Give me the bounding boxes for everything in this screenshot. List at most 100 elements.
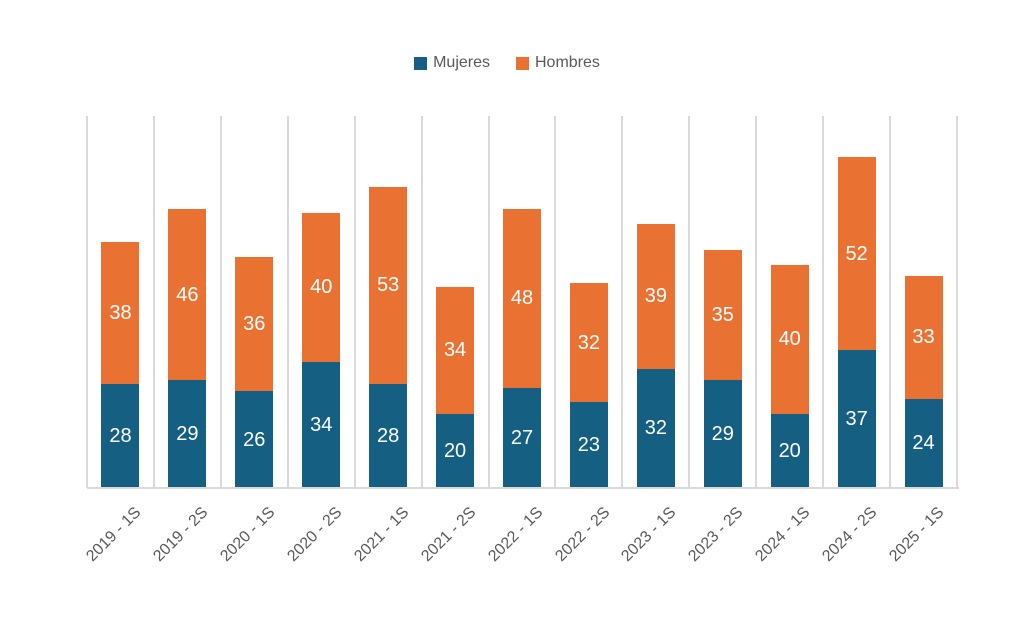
bar-segment-hombres: 52 [837, 156, 876, 351]
bar-segment-mujeres: 20 [436, 413, 475, 488]
bar-value-label: 20 [778, 439, 801, 462]
x-axis-label: 2022 - 1S [484, 504, 547, 566]
bar-segment-mujeres: 24 [904, 398, 943, 488]
bar-segment-hombres: 48 [503, 209, 541, 388]
legend-swatch-hombres [516, 56, 529, 70]
bar-segment-mujeres: 29 [703, 380, 742, 488]
x-axis-label: 2025 - 1S [886, 504, 948, 566]
bar-value-label: 36 [243, 313, 266, 336]
bar-value-label: 32 [644, 417, 667, 440]
bar-segment-mujeres: 28 [101, 383, 140, 488]
bar-stack-2023-2S: 29 35 [703, 249, 742, 488]
bar-segment-hombres: 33 [904, 275, 943, 399]
bar-value-label: 48 [510, 287, 534, 310]
bar-segment-hombres: 34 [436, 287, 475, 414]
bar-value-label: 35 [711, 304, 734, 327]
bar-value-label: 26 [243, 428, 266, 451]
bar-value-label: 53 [377, 274, 400, 297]
bar-segment-hombres: 53 [369, 186, 408, 384]
bar-segment-mujeres: 37 [837, 350, 876, 488]
gridline [956, 116, 958, 488]
plot-area: 28 38 29 46 26 36 34 40 28 53 20 34 27 48 23 32 32 39 29 35… [86, 116, 958, 488]
bar-value-label: 52 [845, 242, 868, 265]
x-axis-label: 2020 - 2S [284, 504, 346, 566]
bar-segment-mujeres: 27 [503, 387, 541, 488]
bar-segment-hombres: 40 [302, 212, 341, 362]
gridline [420, 116, 423, 488]
bar-segment-mujeres: 26 [235, 391, 274, 488]
bar-stack-2022-1S: 27 48 [503, 209, 541, 488]
x-axis-label: 2019 - 1S [83, 504, 145, 566]
bar-value-label: 27 [510, 426, 534, 449]
gridline [822, 116, 825, 488]
gridline [554, 116, 557, 488]
bar-stack-2024-1S: 20 40 [770, 264, 809, 488]
bar-value-label: 24 [912, 432, 935, 455]
bar-segment-mujeres: 32 [636, 368, 675, 488]
bar-stack-2019-2S: 29 46 [168, 209, 207, 488]
bar-segment-hombres: 40 [770, 264, 809, 414]
gridline [152, 116, 155, 488]
bar-value-label: 29 [176, 423, 199, 446]
bar-segment-hombres: 39 [636, 223, 675, 369]
bar-value-label: 29 [711, 423, 734, 446]
legend-label: Hombres [535, 54, 600, 71]
bar-value-label: 34 [443, 339, 467, 362]
x-axis-label: 2024 - 1S [752, 504, 814, 566]
x-axis-label: 2020 - 1S [217, 504, 279, 566]
x-axis-line [87, 487, 959, 489]
bar-value-label: 39 [644, 285, 667, 308]
bar-stack-2024-2S: 37 52 [837, 156, 876, 488]
bar-value-label: 20 [443, 439, 467, 462]
x-axis-label: 2024 - 2S [819, 504, 881, 566]
bar-segment-hombres: 32 [569, 283, 608, 403]
bar-segment-mujeres: 20 [770, 413, 809, 488]
bar-value-label: 28 [109, 424, 132, 447]
bar-stack-2022-2S: 23 32 [569, 283, 608, 488]
gridline [621, 116, 624, 488]
bar-stack-2021-2S: 20 34 [436, 287, 475, 488]
bar-stack-2023-1S: 32 39 [636, 223, 675, 488]
gridline [353, 116, 356, 488]
bar-stack-2020-2S: 34 40 [302, 212, 341, 488]
bar-value-label: 33 [912, 326, 935, 349]
x-axis-label: 2021 - 1S [351, 504, 413, 566]
gridline [487, 116, 490, 488]
legend: Mujeres Hombres [0, 54, 1014, 72]
bar-value-label: 38 [109, 302, 132, 325]
gridline [889, 116, 892, 488]
legend-label: Mujeres [433, 54, 490, 71]
gridline [688, 116, 691, 488]
bar-segment-mujeres: 34 [302, 361, 341, 488]
legend-item-mujeres: Mujeres [414, 54, 490, 72]
x-axis-label: 2022 - 2S [551, 504, 613, 566]
gridline [755, 116, 758, 488]
bar-segment-mujeres: 23 [569, 402, 608, 488]
x-axis-label: 2023 - 2S [685, 504, 747, 566]
bar-segment-hombres: 46 [168, 209, 207, 381]
legend-swatch-mujeres [414, 56, 428, 70]
legend-item-hombres: Hombres [516, 54, 600, 72]
bar-segment-hombres: 38 [101, 242, 140, 384]
bar-value-label: 46 [176, 283, 199, 306]
bar-value-label: 34 [310, 413, 333, 436]
bar-value-label: 40 [310, 276, 333, 299]
bar-value-label: 23 [577, 434, 601, 457]
x-axis-labels: 2019 - 1S 2019 - 2S 2020 - 1S 2020 - 2S 2021… [83, 488, 957, 636]
bar-segment-mujeres: 28 [369, 383, 408, 488]
x-axis-label: 2019 - 2S [150, 504, 212, 566]
bar-segment-hombres: 36 [235, 257, 274, 392]
gridline [219, 116, 222, 488]
bar-segment-hombres: 35 [703, 249, 742, 381]
gridline [286, 116, 289, 488]
bar-value-label: 28 [377, 424, 400, 447]
bar-value-label: 40 [778, 328, 801, 351]
bar-stack-2020-1S: 26 36 [235, 257, 274, 488]
bar-stack-2019-1S: 28 38 [101, 242, 140, 488]
x-axis-label: 2021 - 2S [418, 504, 480, 566]
bar-value-label: 37 [845, 408, 868, 431]
bar-stack-2021-1S: 28 53 [369, 186, 408, 488]
x-axis-label: 2023 - 1S [618, 504, 680, 566]
bar-stack-2025-1S: 24 33 [904, 275, 943, 488]
